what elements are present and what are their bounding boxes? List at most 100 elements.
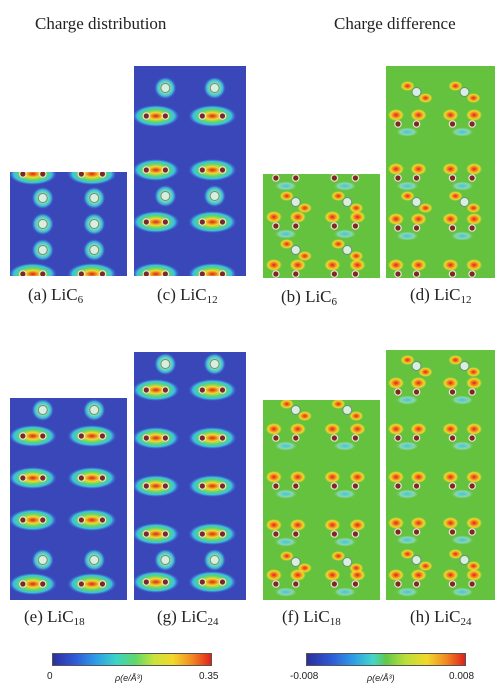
difference-lobe [455,277,470,278]
colorbar-difference [306,653,466,666]
panel-g-charge-distribution [134,352,246,600]
colorbar-distribution-min: 0 [47,671,53,682]
carbon-atom [38,172,47,178]
lithium-atom [290,245,301,255]
difference-lobe [450,441,475,451]
carbon-atom [468,580,476,588]
colorbar-distribution-max: 0.35 [199,671,219,682]
carbon-atom [272,482,280,490]
carbon-bond-density [134,379,180,401]
carbon-atom [291,174,300,182]
carbon-atom [198,530,207,538]
lithium-atom [37,193,48,203]
difference-lobe [279,551,294,561]
carbon-bond-density [188,571,237,593]
difference-lobe [442,569,459,581]
difference-lobe [466,517,483,529]
carbon-atom [198,112,207,120]
carbon-atom [351,482,360,490]
lithium-atom [290,405,301,415]
carbon-atom [291,580,300,588]
difference-lobe [395,587,420,597]
carbon-atom [291,270,300,278]
lithium-atom [160,83,171,93]
difference-lobe [387,423,404,435]
carbon-atom [468,482,476,490]
carbon-atom [38,580,47,588]
difference-lobe [273,229,298,239]
lithium-atom [459,87,470,97]
carbon-atom [394,388,402,396]
carbon-bond-density [188,379,237,401]
difference-lobe [450,587,475,597]
heading-charge-distribution: Charge distribution [35,14,167,33]
difference-lobe [297,251,312,261]
lithium-atom [411,197,422,207]
carbon-atom [98,474,107,482]
carbon-atom [142,112,151,120]
difference-lobe [395,441,420,451]
carbon-atom [448,174,457,182]
carbon-atom [272,222,280,230]
difference-lobe [297,411,312,421]
difference-lobe [466,569,483,581]
difference-lobe [324,211,341,223]
map-background [10,172,127,276]
difference-lobe [297,203,312,213]
carbon-atom [161,530,170,538]
difference-lobe [400,277,415,278]
carbon-atom [98,580,107,588]
difference-lobe [297,563,312,573]
difference-lobe [418,93,433,103]
panel-h-charge-difference [386,350,495,600]
carbon-bond-density [67,467,117,489]
carbon-atom [161,482,170,490]
difference-lobe [337,277,353,278]
panel-label-b: (b) LiC6 [281,287,338,308]
difference-lobe [410,471,427,483]
carbon-atom [394,120,402,128]
difference-lobe [324,519,341,531]
carbon-atom [161,166,170,174]
difference-lobe [448,81,463,91]
carbon-atom [394,224,402,232]
difference-lobe [332,441,357,451]
difference-lobe [466,367,481,377]
panel-label-d: (d) LiC12 [410,285,472,306]
difference-lobe [349,203,364,213]
carbon-atom [394,482,402,490]
carbon-bond-density [188,211,237,233]
difference-lobe [349,471,366,483]
difference-lobe [324,259,341,271]
difference-lobe [466,259,483,271]
difference-lobe [265,211,282,223]
carbon-bond-density [10,425,57,447]
carbon-atom [448,388,457,396]
difference-lobe [442,377,459,389]
panel-e-charge-distribution [10,398,127,600]
carbon-atom [468,528,476,536]
difference-lobe [450,127,475,137]
carbon-atom [19,270,27,276]
colorbar-distribution-unit: ρ(e/Å³) [115,673,143,683]
difference-lobe [466,109,483,121]
carbon-atom [198,434,207,442]
carbon-atom [351,580,360,588]
difference-lobe [331,239,346,249]
carbon-bond-density [67,573,117,595]
carbon-bond-density [10,573,57,595]
density-map-c [134,66,246,276]
carbon-atom [468,120,476,128]
carbon-atom [161,112,170,120]
carbon-atom [198,482,207,490]
carbon-atom [412,174,421,182]
difference-lobe [442,213,459,225]
carbon-bond-density [67,425,117,447]
lithium-atom [89,193,100,203]
difference-lobe [332,181,357,191]
panel-b-charge-difference [263,174,380,278]
difference-lobe [324,423,341,435]
density-map-e [10,398,127,600]
lithium-atom [459,361,470,371]
carbon-bond-density [188,105,237,127]
